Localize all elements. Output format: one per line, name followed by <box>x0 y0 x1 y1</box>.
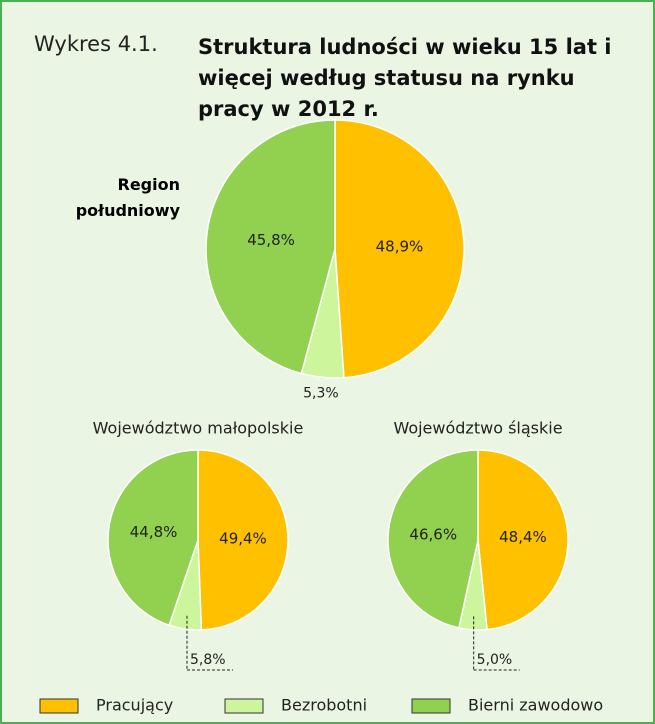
pie-title: Województwo małopolskie <box>93 419 304 438</box>
data-label: 46,6% <box>409 526 457 544</box>
pie-slice <box>205 119 336 375</box>
legend-swatch <box>224 698 264 714</box>
pie-slice <box>334 119 465 379</box>
pie-slice <box>197 449 289 631</box>
data-label: 5,8% <box>190 652 226 668</box>
data-label: 48,4% <box>499 528 547 546</box>
data-label: 48,9% <box>376 237 424 255</box>
legend-swatch <box>411 698 451 714</box>
pie-slice <box>107 449 199 627</box>
data-label: 49,4% <box>219 530 267 548</box>
pie-slice <box>387 449 479 629</box>
legend-label: Bezrobotni <box>281 696 367 715</box>
data-label: 5,3% <box>303 385 339 401</box>
legend-swatch <box>39 698 79 714</box>
pie-title: Region południowy <box>75 175 180 220</box>
figure-title: Struktura ludności w wieku 15 lat i więc… <box>198 35 612 121</box>
legend-label: Pracujący <box>96 696 173 715</box>
pie-title: Województwo śląskie <box>393 419 562 438</box>
figure-label: Wykres 4.1. <box>34 32 158 56</box>
legend-label: Bierni zawodowo <box>468 696 603 715</box>
pie-slice <box>477 449 569 631</box>
data-label: 44,8% <box>130 523 178 541</box>
data-label: 5,0% <box>477 652 513 668</box>
data-label: 45,8% <box>247 231 295 249</box>
